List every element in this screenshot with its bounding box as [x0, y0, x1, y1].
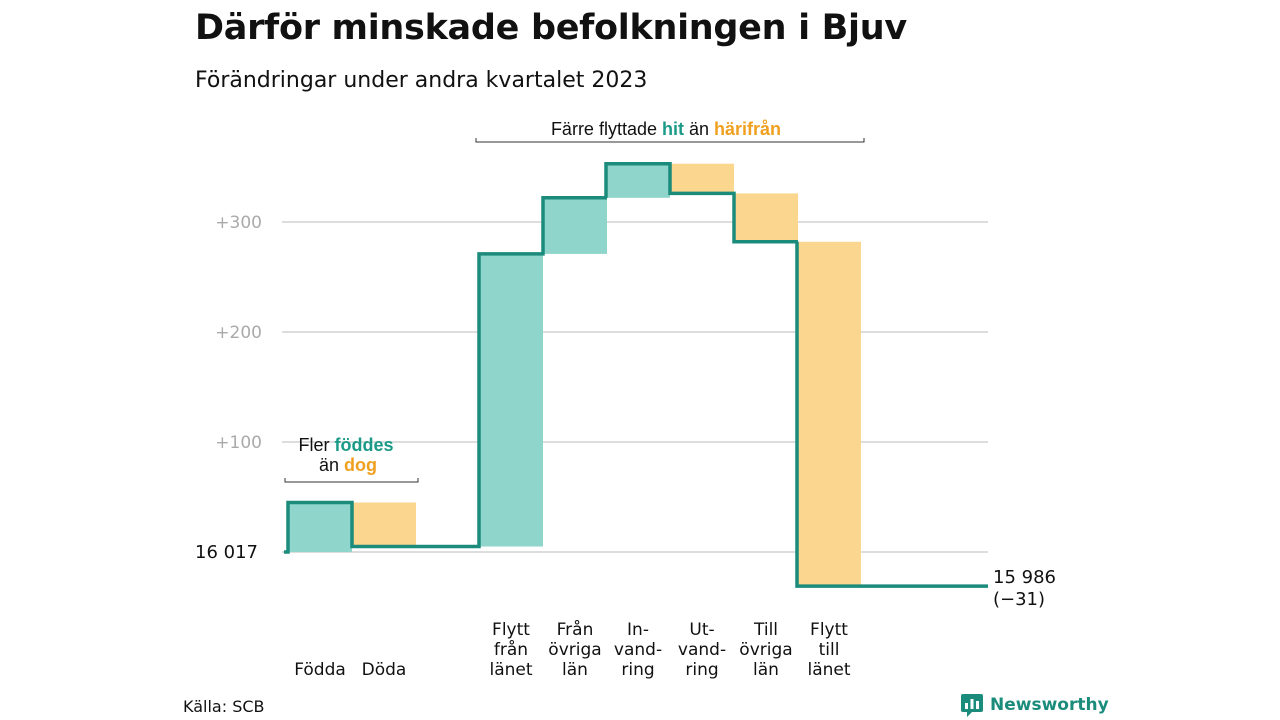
category-label: vand-: [678, 640, 726, 660]
start-value-label: 16 017: [195, 542, 258, 563]
moves-annotation-mid: än: [684, 119, 714, 139]
brand-logo[interactable]: Newsworthy: [960, 692, 1109, 718]
waterfall-bar: [670, 163, 734, 194]
category-label: från: [494, 639, 528, 660]
category-label: länet: [807, 660, 850, 680]
category-label: övriga: [739, 640, 792, 660]
moves-annotation-hit: hit: [662, 119, 684, 139]
category-label: In-: [627, 620, 649, 640]
births-annotation-line2: än dog: [319, 455, 377, 475]
births-annotation-prefix: Fler: [298, 435, 334, 455]
category-label: Från: [557, 619, 594, 640]
moves-bracket: [475, 138, 865, 143]
y-tick-label: +200: [215, 323, 262, 343]
waterfall-bar: [734, 193, 798, 242]
waterfall-bar: [606, 163, 670, 198]
moves-annotation-from: härifrån: [714, 119, 781, 139]
source-note: Källa: SCB: [183, 697, 265, 716]
moves-annotation: Färre flyttade hit än härifrån: [551, 119, 781, 139]
births-annotation-hit: föddes: [334, 435, 393, 455]
waterfall-bar: [352, 502, 416, 547]
births-annotation-line1: Fler föddes: [298, 435, 393, 455]
category-label: ring: [621, 660, 654, 680]
category-label: län: [753, 660, 779, 680]
chart-subtitle: Förändringar under andra kvartalet 2023: [195, 68, 648, 93]
waterfall-bar: [543, 197, 607, 254]
category-label: vand-: [614, 640, 662, 660]
end-value-label: 15 986: [993, 567, 1056, 588]
moves-annotation-prefix: Färre flyttade: [551, 119, 662, 139]
cumulative-step-line: [284, 161, 988, 588]
category-label: län: [562, 660, 588, 680]
waterfall-bar: [797, 241, 861, 587]
births-bracket: [284, 478, 419, 483]
category-label: Flytt: [810, 620, 848, 640]
category-label: Ut-: [689, 620, 714, 640]
bar-chart-speech-bubble-icon: [961, 694, 983, 717]
category-label: ring: [685, 660, 718, 680]
category-label: Till: [753, 620, 778, 640]
category-label: till: [819, 640, 840, 660]
brand-name: Newsworthy: [990, 695, 1109, 715]
category-label: Flytt: [492, 620, 530, 640]
births-annotation-from: dog: [344, 455, 377, 475]
category-label: övriga: [548, 640, 601, 660]
category-label: Födda: [294, 660, 346, 680]
waterfall-bar: [288, 502, 352, 552]
births-annotation-mid: än: [319, 455, 344, 475]
y-tick-label: +100: [215, 433, 262, 453]
chart-title: Därför minskade befolkningen i Bjuv: [195, 8, 907, 48]
category-label: länet: [489, 660, 532, 680]
end-change-label: (−31): [993, 589, 1045, 610]
y-tick-label: +300: [215, 213, 262, 233]
waterfall-bar: [479, 253, 543, 547]
category-label: Döda: [362, 660, 407, 680]
